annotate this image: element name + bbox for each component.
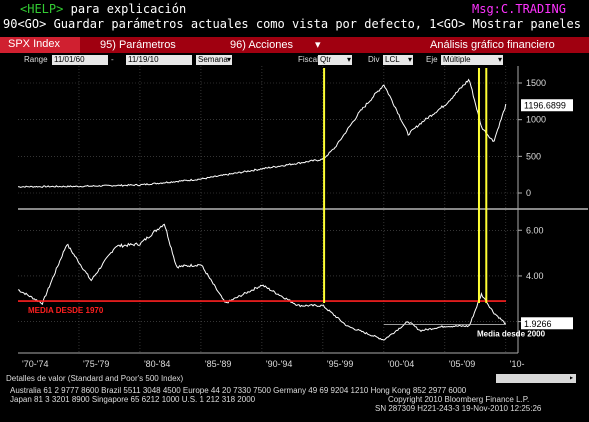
yield-tick-label: 6.00 xyxy=(526,225,544,235)
contacts-line-1: Australia 61 2 9777 8600 Brazil 5511 304… xyxy=(10,386,467,395)
series-detail: Detalles de valor (Standard and Poor's 5… xyxy=(6,374,184,383)
scrollbar[interactable]: ▸ xyxy=(496,373,576,383)
price-last-value: 1196.6899 xyxy=(524,101,566,111)
price-series-line xyxy=(17,78,507,188)
copyright: Copyright 2010 Bloomberg Finance L.P. xyxy=(388,395,530,404)
chevron-down-icon[interactable]: ▾ xyxy=(315,39,321,51)
control-bar: Range 11/01/60 - 11/19/10 Semana Fiscal … xyxy=(0,54,589,66)
toolbar-title: Análisis gráfico financiero xyxy=(430,39,555,51)
eje-label: Eje xyxy=(426,55,438,64)
div-label: Div xyxy=(368,55,380,64)
eje-select[interactable]: Múltiple xyxy=(441,55,503,65)
help-text: para explicación xyxy=(70,2,187,16)
price-tick-label: 500 xyxy=(526,151,541,161)
period-select[interactable]: Semana xyxy=(196,55,232,65)
price-last-value-box xyxy=(521,99,573,112)
x-tick-label: '80-'84 xyxy=(144,359,170,369)
chart-area[interactable]: 1500100050001196.68996.004.002.001.9266'… xyxy=(0,66,589,372)
command-line: <HELP> para explicación xyxy=(20,2,186,16)
range-start-field[interactable]: 11/01/60 xyxy=(52,55,108,65)
axes: 1500100050001196.68996.004.002.001.9266'… xyxy=(22,78,573,369)
price-panel xyxy=(17,78,507,188)
range-separator: - xyxy=(111,55,114,64)
serial-number: SN 287309 H221-243-3 19-Nov-2010 12:25:2… xyxy=(375,404,542,413)
yield-last-value: 1.9266 xyxy=(524,319,552,329)
chart-background xyxy=(0,66,589,372)
media-2000-label: Media desde 2000 xyxy=(477,329,546,338)
contacts-line-2: Japan 81 3 3201 8900 Singapore 65 6212 1… xyxy=(10,395,256,404)
scroll-arrow-icon[interactable]: ▸ xyxy=(569,373,574,382)
yield-panel xyxy=(17,223,507,341)
price-tick-label: 0 xyxy=(526,188,531,198)
ticker-tab[interactable]: SPX Index xyxy=(0,37,80,53)
x-tick-label: '85-'89 xyxy=(205,359,231,369)
x-tick-label: '00-'04 xyxy=(388,359,414,369)
x-tick-label: '05-'09 xyxy=(449,359,475,369)
range-end-field[interactable]: 11/19/10 xyxy=(126,55,192,65)
actions-button[interactable]: 96) Acciones xyxy=(230,39,293,51)
fiscal-label: Fiscal xyxy=(298,55,319,64)
media-1970-label: MEDIA DESDE 1970 xyxy=(28,306,104,315)
x-tick-label: '90-'94 xyxy=(266,359,292,369)
yield-series-line xyxy=(17,223,507,341)
x-tick-label: '75-'79 xyxy=(83,359,109,369)
fiscal-select[interactable]: Qtr xyxy=(318,55,352,65)
price-tick-label: 1000 xyxy=(526,115,546,125)
grid xyxy=(18,66,588,354)
info-line: 90<GO> Guardar parámetros actuales como … xyxy=(3,17,581,31)
range-label: Range xyxy=(24,55,48,64)
price-tick-label: 1500 xyxy=(526,78,546,88)
div-select[interactable]: LCL xyxy=(383,55,413,65)
params-button[interactable]: 95) Parámetros xyxy=(100,39,176,51)
x-tick-label: '70-'74 xyxy=(22,359,48,369)
highlight-lines xyxy=(323,68,488,304)
toolbar: SPX Index 95) Parámetros 96) Acciones ▾ … xyxy=(0,37,589,53)
x-tick-label: '10- xyxy=(510,359,525,369)
yield-tick-label: 4.00 xyxy=(526,271,544,281)
yield-last-value-box xyxy=(521,317,573,330)
x-tick-label: '95-'99 xyxy=(327,359,353,369)
message-indicator[interactable]: Msg:C.TRADING xyxy=(472,2,566,16)
help-key[interactable]: <HELP> xyxy=(20,2,64,16)
